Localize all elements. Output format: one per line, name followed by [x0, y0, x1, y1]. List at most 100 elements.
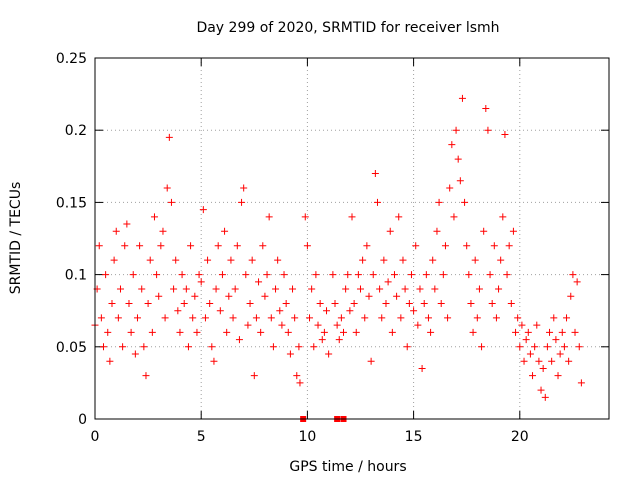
data-point [499, 213, 507, 221]
data-point [452, 126, 460, 134]
data-point [102, 271, 110, 279]
data-point [369, 271, 377, 279]
data-point [490, 242, 498, 250]
data-point [129, 271, 137, 279]
data-point [104, 328, 112, 336]
data-point [308, 285, 316, 293]
x-tick-label: 0 [91, 429, 100, 445]
data-point [558, 328, 566, 336]
data-point [180, 299, 188, 307]
data-point [410, 307, 418, 315]
data-point [286, 350, 294, 358]
data-point [475, 285, 483, 293]
data-point [439, 271, 447, 279]
data-point [492, 314, 500, 322]
data-point [116, 285, 124, 293]
data-point [184, 343, 192, 351]
data-point [361, 314, 369, 322]
data-point [380, 256, 388, 264]
data-point [535, 357, 543, 365]
data-point [401, 285, 409, 293]
data-point [189, 314, 197, 322]
data-point [119, 343, 127, 351]
data-point [261, 292, 269, 300]
data-point [153, 271, 161, 279]
data-point [463, 242, 471, 250]
data-point [240, 184, 248, 192]
data-point [399, 256, 407, 264]
data-point [127, 328, 135, 336]
data-point [112, 227, 120, 235]
data-point [161, 314, 169, 322]
data-point [210, 357, 218, 365]
data-point [388, 328, 396, 336]
data-point [167, 198, 175, 206]
data-point [437, 299, 445, 307]
data-point [136, 242, 144, 250]
data-point [99, 343, 107, 351]
data-point [199, 206, 207, 214]
chart-title: Day 299 of 2020, SRMTID for receiver lsm… [196, 20, 499, 36]
data-point [301, 213, 309, 221]
data-point [144, 299, 152, 307]
data-point [197, 278, 205, 286]
data-point [289, 285, 297, 293]
data-point [565, 357, 573, 365]
data-point [526, 350, 534, 358]
data-point [212, 285, 220, 293]
data-point [174, 307, 182, 315]
data-point [407, 271, 415, 279]
y-tick-label: 0.1 [65, 268, 87, 284]
data-point [335, 336, 343, 344]
data-point [571, 328, 579, 336]
data-point [397, 314, 405, 322]
data-point [427, 328, 435, 336]
data-point [182, 285, 190, 293]
data-point [225, 292, 233, 300]
data-point [552, 336, 560, 344]
data-point [524, 328, 532, 336]
data-point [191, 292, 199, 300]
data-point [393, 292, 401, 300]
data-point [497, 256, 505, 264]
data-point [359, 256, 367, 264]
data-point [454, 155, 462, 163]
data-point [125, 299, 133, 307]
grid-lines [95, 58, 609, 419]
data-point [252, 314, 260, 322]
data-point [418, 364, 426, 372]
y-tick-label: 0 [78, 412, 87, 428]
data-point [537, 386, 545, 394]
data-point [148, 328, 156, 336]
data-point [539, 364, 547, 372]
data-point [390, 271, 398, 279]
data-point [250, 372, 258, 380]
data-point [248, 256, 256, 264]
data-point [306, 314, 314, 322]
data-point [395, 213, 403, 221]
data-point [456, 177, 464, 185]
data-point [429, 256, 437, 264]
data-point [518, 321, 526, 329]
data-point [509, 227, 517, 235]
data-point [465, 271, 473, 279]
data-point [478, 343, 486, 351]
data-point [95, 242, 103, 250]
data-point [376, 285, 384, 293]
data-point [533, 321, 541, 329]
data-point [505, 242, 513, 250]
data-point [97, 314, 105, 322]
data-point [150, 213, 158, 221]
data-point [106, 357, 114, 365]
data-point [293, 372, 301, 380]
data-point [371, 170, 379, 178]
data-point [556, 350, 564, 358]
data-point [346, 307, 354, 315]
data-point [284, 328, 292, 336]
data-point [235, 336, 243, 344]
data-point [201, 314, 209, 322]
data-point [458, 94, 466, 102]
data-point [414, 321, 422, 329]
data-point [131, 350, 139, 358]
data-point [242, 271, 250, 279]
